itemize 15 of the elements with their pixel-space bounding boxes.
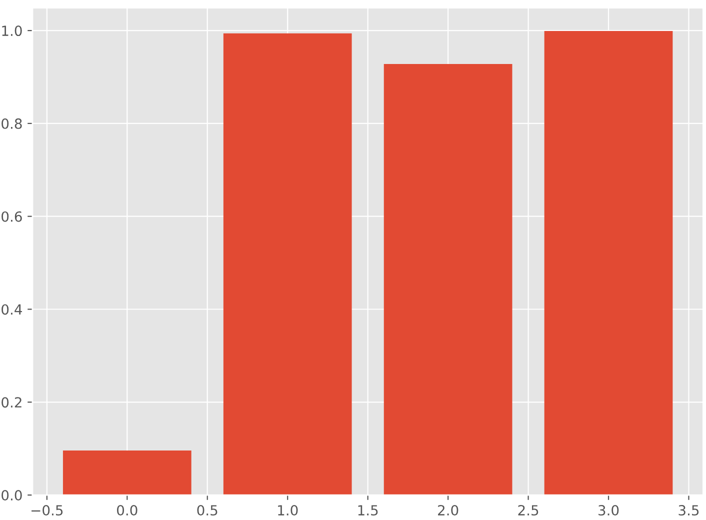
x-tick-label: 2.0 [438, 505, 458, 516]
x-tick-label: 1.5 [358, 505, 378, 516]
x-tick-label: 0.5 [197, 505, 218, 516]
x-tick-label: −0.5 [32, 505, 63, 516]
x-tick-label: 0.0 [117, 505, 138, 516]
y-tick-label: 0.0 [2, 490, 22, 501]
y-tick-label: 0.8 [2, 118, 22, 129]
x-tick-label: 3.5 [678, 505, 699, 516]
x-tick-label: 2.5 [518, 505, 538, 516]
y-tick-label: 0.6 [2, 211, 22, 222]
y-tick-label: 1.0 [2, 26, 22, 36]
y-tick-label: 0.4 [2, 304, 22, 315]
x-tick-label: 1.0 [278, 505, 298, 516]
x-tick-label: 3.0 [598, 505, 619, 516]
y-tick-label: 0.2 [2, 397, 22, 408]
